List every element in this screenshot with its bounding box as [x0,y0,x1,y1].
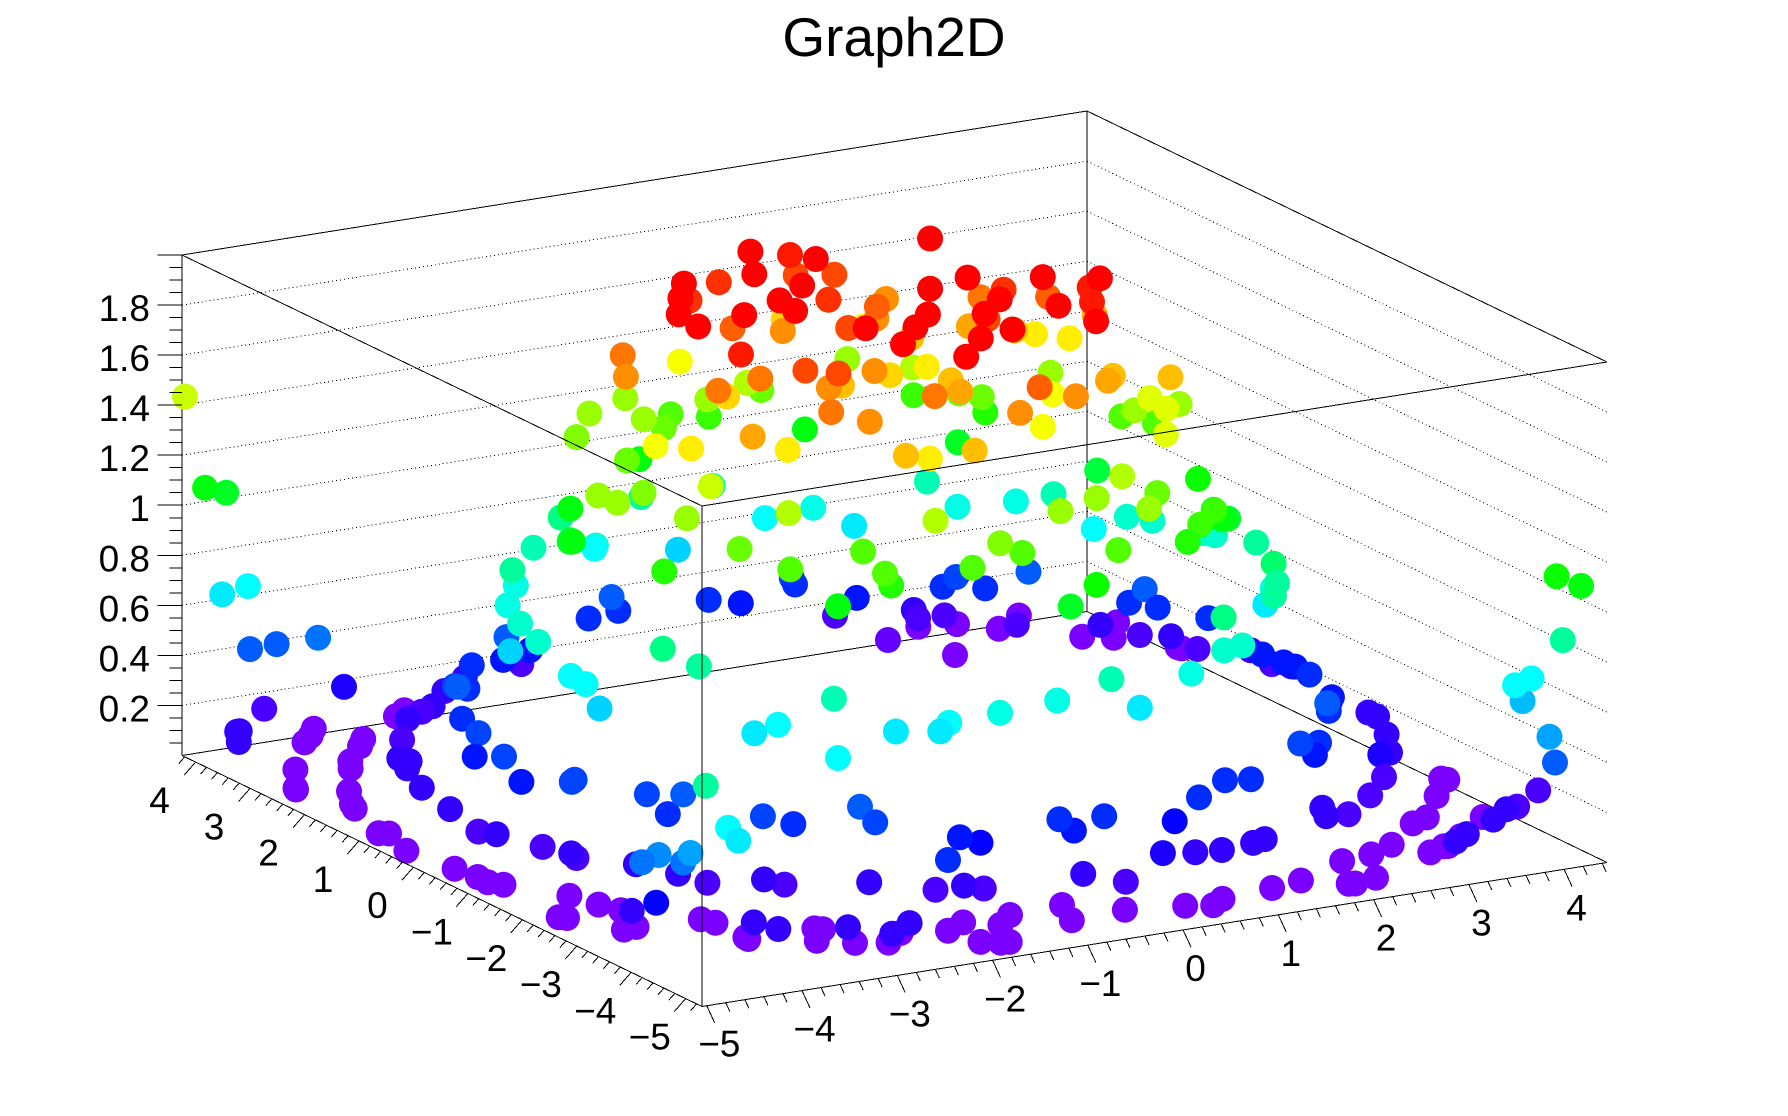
svg-text:0: 0 [367,885,388,926]
svg-text:0.2: 0.2 [99,689,150,730]
svg-text:0: 0 [1185,948,1206,989]
svg-text:2: 2 [258,833,279,874]
svg-text:0.4: 0.4 [99,638,150,679]
svg-text:1.4: 1.4 [99,388,150,429]
svg-text:−3: −3 [520,964,562,1005]
svg-text:−1: −1 [1079,963,1121,1004]
svg-text:−4: −4 [793,1009,835,1050]
svg-text:1: 1 [313,859,334,900]
svg-text:2: 2 [1376,918,1397,959]
svg-text:−5: −5 [698,1024,740,1065]
svg-text:0.8: 0.8 [99,538,150,579]
svg-text:1.6: 1.6 [99,338,150,379]
svg-text:−5: −5 [629,1017,671,1058]
svg-text:0.6: 0.6 [99,588,150,629]
svg-text:Graph2D: Graph2D [782,6,1005,68]
svg-text:−3: −3 [889,993,931,1034]
svg-text:−1: −1 [411,912,453,953]
svg-text:−4: −4 [574,990,616,1031]
svg-text:4: 4 [1566,887,1587,928]
svg-text:−2: −2 [465,938,507,979]
svg-text:1.2: 1.2 [99,438,150,479]
svg-text:−2: −2 [984,978,1026,1019]
svg-text:3: 3 [204,806,225,847]
svg-text:4: 4 [149,780,170,821]
svg-text:3: 3 [1471,903,1492,944]
svg-text:1: 1 [129,488,150,529]
svg-text:1.8: 1.8 [99,288,150,329]
svg-text:1: 1 [1281,933,1302,974]
